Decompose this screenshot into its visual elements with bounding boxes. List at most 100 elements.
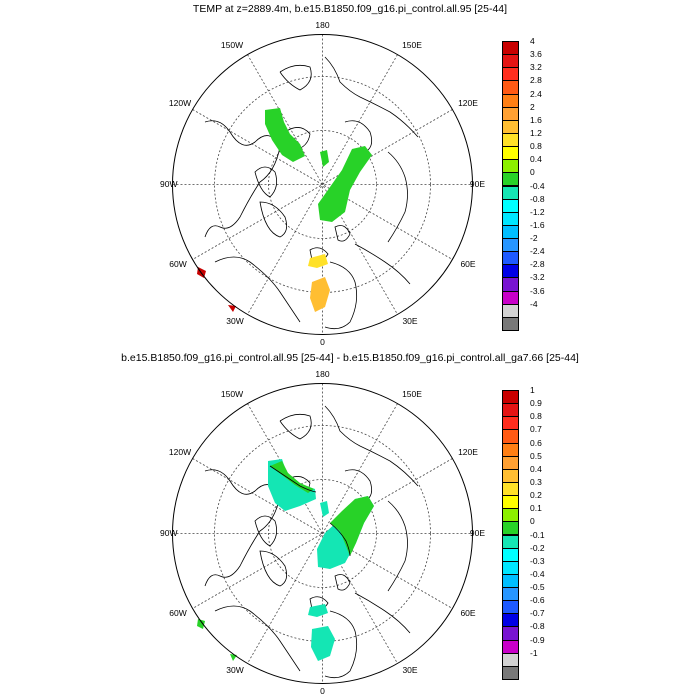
lon-label-60w: 60W	[169, 608, 186, 618]
colorbar-swatch	[502, 159, 519, 174]
colorbar-swatch	[502, 224, 519, 240]
colorbar-tick-label: -1.6	[530, 219, 545, 230]
lon-label-30w: 30W	[226, 316, 243, 326]
colorbar-tick-label: -0.8	[530, 193, 545, 204]
panel-1-region-orange-1	[310, 277, 330, 312]
colorbar-tick-label: -2.8	[530, 259, 545, 270]
colorbar-swatch	[502, 495, 519, 510]
panel-2-region-positive-1	[270, 461, 314, 493]
lon-label-0: 0	[320, 686, 325, 696]
colorbar-swatch	[502, 403, 519, 418]
lon-label-180: 180	[315, 22, 329, 30]
colorbar-swatch	[502, 390, 519, 405]
panel-2-region-negative-4	[308, 604, 328, 617]
lon-label-90e: 90E	[470, 179, 485, 189]
panel-2-map-border	[172, 383, 473, 684]
lon-label-0: 0	[320, 337, 325, 347]
colorbar-tick-label: 2.8	[530, 75, 542, 86]
colorbar-swatch	[502, 264, 519, 279]
colorbar-swatch	[502, 639, 519, 654]
colorbar-tick-label: -4	[530, 298, 538, 309]
colorbar-swatch	[502, 416, 519, 431]
colorbar-swatch	[502, 238, 519, 253]
colorbar-swatch	[502, 534, 519, 549]
panel-1-colorbar: 4 3.6 3.2 2.8 2.4 2 1.6 1.2 0.8 0.4 0 -0.4 -0.8 -1.2 -…	[502, 36, 545, 331]
colorbar-swatch	[502, 54, 519, 69]
colorbar-tick-label: 0.9	[530, 398, 542, 409]
colorbar-tick-label: -1.2	[530, 206, 545, 217]
panel-1-fill-regions	[197, 108, 372, 312]
colorbar-tick-label: 0.1	[530, 503, 542, 514]
colorbar-swatch	[502, 211, 519, 226]
colorbar-tick-label: 2	[530, 101, 535, 112]
lon-label-30e: 30E	[402, 665, 417, 675]
panel-2-region-positive-3	[197, 619, 205, 629]
colorbar-swatch	[502, 587, 519, 602]
colorbar-swatch	[502, 455, 519, 470]
panel-1-coastlines	[204, 56, 419, 330]
colorbar-tick-label: 0	[530, 516, 535, 527]
colorbar-tick-label: -3.2	[530, 272, 545, 283]
colorbar-tick-label: -0.9	[530, 634, 545, 645]
lon-label-120e: 120E	[458, 98, 478, 108]
colorbar-tick-label: 0.2	[530, 490, 542, 501]
colorbar-swatch	[502, 573, 519, 589]
colorbar-swatch	[502, 290, 519, 305]
lon-label-30w: 30W	[226, 665, 243, 675]
colorbar-swatch	[502, 80, 519, 95]
colorbar-swatch	[502, 172, 519, 187]
panel-1-region-positive-2	[318, 146, 372, 222]
colorbar-tick-label: -0.7	[530, 608, 545, 619]
colorbar-swatch	[502, 67, 519, 82]
panel-1-region-positive-3	[320, 150, 329, 167]
colorbar-swatch	[502, 429, 519, 444]
colorbar-swatch	[502, 560, 519, 575]
panel-2-region-positive-4	[230, 654, 237, 661]
colorbar-swatch	[502, 93, 519, 108]
colorbar-swatch	[502, 119, 519, 134]
colorbar-swatch	[502, 132, 519, 148]
colorbar-swatch	[502, 277, 519, 292]
lon-label-150w: 150W	[221, 40, 243, 50]
lon-label-90w: 90W	[160, 179, 177, 189]
colorbar-swatch	[502, 600, 519, 615]
colorbar-tick-label: 3.6	[530, 49, 542, 60]
lon-label-150e: 150E	[402, 40, 422, 50]
lon-label-90e: 90E	[470, 528, 485, 538]
panel-1-graticule	[172, 34, 473, 335]
colorbar-tick-label: 1.6	[530, 114, 542, 125]
colorbar-tick-label: -0.8	[530, 621, 545, 632]
panel-2-fill-regions	[197, 459, 374, 661]
colorbar-tick-label: -1	[530, 647, 538, 658]
lon-label-120w: 120W	[169, 98, 191, 108]
colorbar-swatch	[502, 198, 519, 213]
panel-2-region-negative-5	[311, 626, 335, 661]
lon-label-150w: 150W	[221, 389, 243, 399]
colorbar-swatch	[502, 316, 519, 331]
colorbar-tick-label: -2	[530, 233, 538, 244]
lon-label-90w: 90W	[160, 528, 177, 538]
colorbar-tick-label: -0.1	[530, 529, 545, 540]
panel-1-longitude-labels: 180 0 90W 90E 150W 120W 150E 120E 60W 30…	[160, 22, 485, 347]
colorbar-tick-label: -0.2	[530, 542, 545, 553]
panel-2-region-positive-2	[330, 496, 374, 556]
colorbar-tick-label: -0.4	[530, 568, 545, 579]
colorbar-tick-label: 0.4	[530, 154, 542, 165]
panel-2-zero-contours	[269, 465, 351, 557]
colorbar-swatch	[502, 106, 519, 121]
colorbar-swatch	[502, 652, 519, 667]
colorbar-tick-label: 2.4	[530, 88, 542, 99]
colorbar-tick-label: -3.6	[530, 285, 545, 296]
lon-label-60w: 60W	[169, 259, 186, 269]
colorbar-swatch	[502, 41, 519, 56]
lon-label-120e: 120E	[458, 447, 478, 457]
colorbar-swatch	[502, 468, 519, 483]
colorbar-swatch	[502, 481, 519, 497]
colorbar-swatch	[502, 547, 519, 562]
colorbar-tick-label: 3.2	[530, 62, 542, 73]
panel-1-map-border	[172, 34, 473, 335]
lon-label-60e: 60E	[460, 259, 475, 269]
panel-2-polar-map: 180 0 90W 90E 150W 120W 150E 120E 60W 30…	[160, 371, 485, 696]
colorbar-swatch	[502, 185, 519, 200]
colorbar-swatch	[502, 626, 519, 641]
